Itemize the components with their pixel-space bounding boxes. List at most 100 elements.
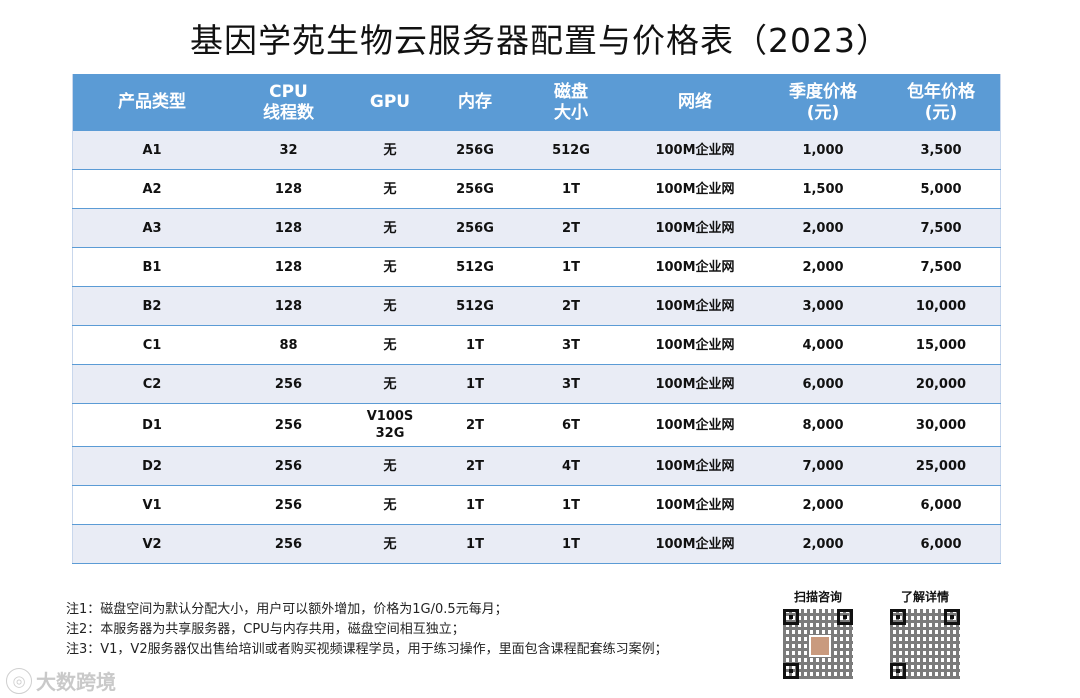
cell-quarter: 4,000 [764,325,882,365]
cell-disk-value: 1T [562,181,580,197]
cell-mem: 1T [434,485,516,525]
cell-cpu-value: 256 [274,497,303,513]
cell-net: 100M企业网 [626,286,764,326]
cell-type-value: V1 [142,497,162,513]
cell-year-value: 7,500 [920,220,962,236]
cell-type: B2 [72,286,231,326]
cell-gpu-value: 无 [383,220,397,236]
table-body: A1 32 无 256G 512G 100M企业网 1,000 3,500 A2 128 无 256G… [72,131,1001,564]
column-header-line1: 季度价格 [789,81,857,102]
cell-disk: 3T [516,325,626,365]
qr-code-details-icon [890,609,960,679]
cell-cpu: 128 [231,247,346,287]
cell-disk-value: 4T [562,458,580,474]
cell-net-value: 100M企业网 [655,376,735,392]
cell-cpu: 256 [231,403,346,447]
cell-mem: 256G [434,131,516,170]
cell-gpu-value: 无 [383,458,397,474]
cell-quarter: 2,000 [764,524,882,564]
cell-cpu-value: 128 [274,181,303,197]
cell-gpu-value: 无 [383,337,397,353]
cell-mem-value: 2T [466,417,484,433]
column-header-line1: 包年价格 [907,81,975,102]
page-title: 基因学苑生物云服务器配置与价格表（2023） [190,21,890,60]
cell-year: 6,000 [882,524,1001,564]
cell-mem-value: 512G [456,259,494,275]
watermark-text: 大数跨境 [36,670,116,694]
cell-net: 100M企业网 [626,247,764,287]
column-header: 网络 [626,74,764,131]
cell-year-value: 20,000 [915,376,967,392]
cell-mem: 1T [434,524,516,564]
cell-type-value: A3 [142,220,162,236]
cell-mem: 2T [434,403,516,447]
cell-cpu-value: 256 [274,376,303,392]
cell-disk: 6T [516,403,626,447]
cell-year: 7,500 [882,247,1001,287]
cell-gpu-value: 无 [383,376,397,392]
qr-code-consult-icon [783,609,853,679]
cell-net-value: 100M企业网 [655,337,735,353]
column-header-line1: 磁盘 [554,81,588,102]
cell-year: 5,000 [882,169,1001,209]
cell-net: 100M企业网 [626,403,764,447]
cell-type-value: C2 [142,376,162,392]
cell-mem-value: 256G [456,220,494,236]
cell-year-value: 25,000 [915,458,967,474]
table-row: C1 88 无 1T 3T 100M企业网 4,000 15,000 [72,325,1001,365]
column-header-line2: (元) [806,102,840,123]
column-header: 包年价格 (元) [882,74,1001,131]
cell-disk-value: 512G [552,142,590,158]
cell-mem: 1T [434,364,516,404]
column-header: 产品类型 [72,74,231,131]
cell-mem: 512G [434,286,516,326]
cell-cpu: 88 [231,325,346,365]
cell-quarter: 1,000 [764,131,882,170]
cell-net-value: 100M企业网 [655,417,735,433]
cell-net: 100M企业网 [626,325,764,365]
cell-gpu: 无 [346,169,434,209]
cell-year: 25,000 [882,446,1001,486]
cell-gpu: 无 [346,131,434,170]
cell-year-value: 30,000 [915,417,967,433]
cell-cpu-value: 256 [274,417,303,433]
cell-quarter-value: 2,000 [802,497,844,513]
cell-gpu-value: 无 [383,298,397,314]
qr-consult-label: 扫描咨询 [793,590,842,604]
cell-gpu: 无 [346,286,434,326]
cell-year: 30,000 [882,403,1001,447]
cell-type-value: C1 [142,337,162,353]
cell-type: D1 [72,403,231,447]
cell-disk: 2T [516,208,626,248]
table-row: A3 128 无 256G 2T 100M企业网 2,000 7,500 [72,208,1001,248]
cell-gpu: 无 [346,247,434,287]
qr-details: 了解详情 [890,588,960,679]
cell-quarter-value: 1,000 [802,142,844,158]
cell-cpu-value: 256 [274,536,303,552]
cell-disk-value: 2T [562,220,580,236]
cell-disk-value: 1T [562,497,580,513]
cell-net: 100M企业网 [626,208,764,248]
cell-quarter-value: 2,000 [802,220,844,236]
table-row: V2 256 无 1T 1T 100M企业网 2,000 6,000 [72,524,1001,564]
cell-disk: 4T [516,446,626,486]
cell-quarter-value: 2,000 [802,259,844,275]
cell-gpu-value: 无 [383,497,397,513]
cell-disk-value: 3T [562,376,580,392]
note-1: 注1：磁盘空间为默认分配大小，用户可以额外增加，价格为1G/0.5元每月； [66,602,508,617]
cell-year: 10,000 [882,286,1001,326]
cell-gpu-value: 无 [383,259,397,275]
cell-net: 100M企业网 [626,364,764,404]
note-3: 注3：V1，V2服务器仅出售给培训或者购买视频课程学员，用于练习操作，里面包含课… [66,642,668,657]
cell-disk: 2T [516,286,626,326]
cell-mem-value: 1T [466,337,484,353]
cell-type-value: B2 [142,298,162,314]
cell-gpu-value: 无 [383,536,397,552]
cell-year-value: 6,000 [920,536,962,552]
cell-cpu: 256 [231,485,346,525]
cell-net-value: 100M企业网 [655,220,735,236]
cell-gpu: 无 [346,524,434,564]
column-header-line1: GPU [369,92,411,112]
cell-net-value: 100M企业网 [655,142,735,158]
cell-mem: 512G [434,247,516,287]
